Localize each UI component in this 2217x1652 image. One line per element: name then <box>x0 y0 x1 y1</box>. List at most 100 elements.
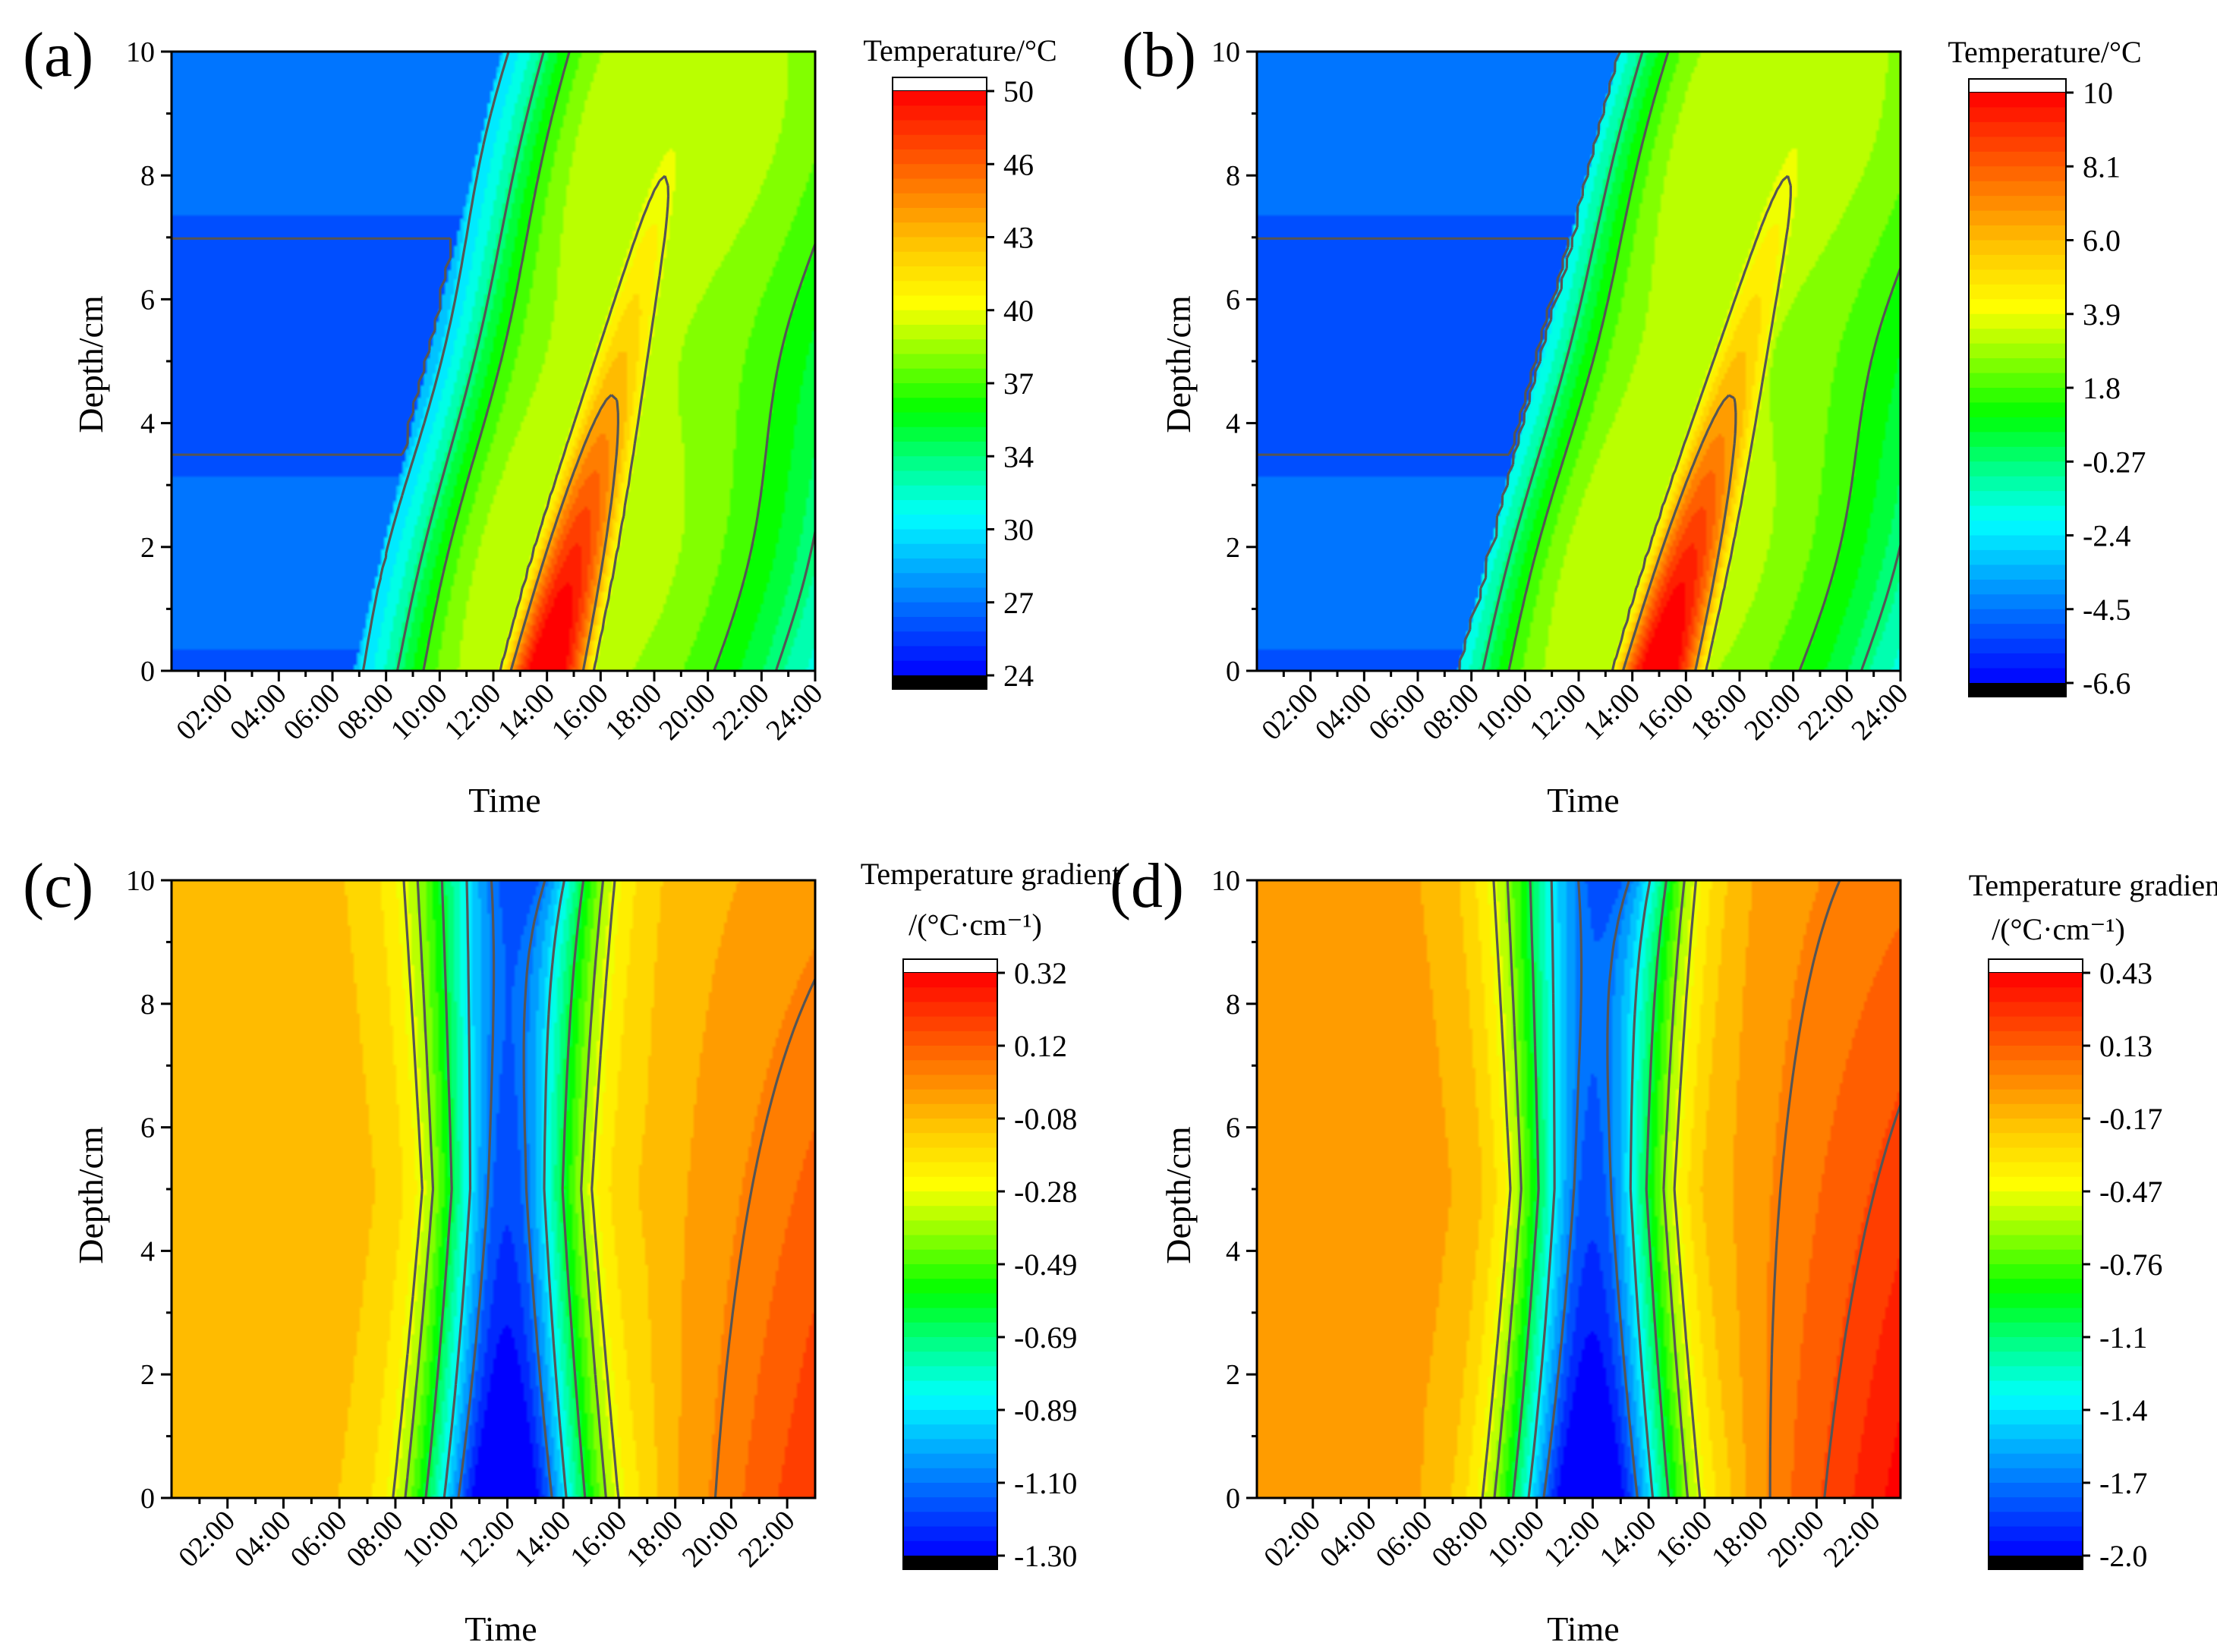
panel-d-ylabel: Depth/cm <box>1159 1126 1198 1264</box>
colorbar-step <box>893 325 987 341</box>
colorbar-step <box>1969 609 2066 625</box>
colorbar-step <box>1969 121 2066 138</box>
x-tick-label: 14:00 <box>1594 1505 1663 1574</box>
x-tick-label: 12:00 <box>452 1505 521 1574</box>
colorbar-step <box>1989 1307 2083 1323</box>
y-tick-label: 4 <box>1226 408 1240 440</box>
colorbar-step <box>893 602 987 618</box>
colorbar-overflow-cap <box>1968 78 2067 93</box>
colorbar-underflow-cap <box>1989 1556 2083 1569</box>
colorbar-step <box>1989 1060 2083 1076</box>
x-tick-label: 20:00 <box>1738 678 1807 747</box>
colorbar-step <box>1969 432 2066 448</box>
colorbar-tick-label: -0.28 <box>1014 1175 1077 1209</box>
panel-d-colorbar-title-line1: Temperature gradient <box>1969 868 2217 902</box>
x-tick-label: 16:00 <box>1631 678 1700 747</box>
colorbar-tick-label: 10 <box>2083 76 2113 110</box>
contour-line <box>1823 1104 1902 1499</box>
x-tick-label: 06:00 <box>1362 678 1431 747</box>
x-tick-label: 22:00 <box>1818 1505 1887 1574</box>
colorbar-step <box>1969 579 2066 596</box>
contour-line <box>395 51 817 672</box>
colorbar-step <box>903 1293 997 1309</box>
colorbar-step <box>1969 151 2066 168</box>
colorbar-step <box>903 1176 997 1192</box>
x-tick-label: 14:00 <box>492 678 561 747</box>
colorbar-step <box>893 485 987 501</box>
colorbar-step <box>893 105 987 121</box>
colorbar-step <box>903 1249 997 1265</box>
contour-line <box>1481 51 1902 672</box>
x-tick-label: 14:00 <box>1577 678 1646 747</box>
colorbar-tick-label: 8.1 <box>2083 149 2121 184</box>
colorbar-step <box>893 456 987 472</box>
x-tick-label: 10:00 <box>385 678 454 747</box>
colorbar-step <box>903 1016 997 1032</box>
x-tick-label: 04:00 <box>224 678 293 747</box>
colorbar-step <box>903 1410 997 1425</box>
x-tick-label: 20:00 <box>1762 1505 1831 1574</box>
colorbar-tick-label: -0.76 <box>2099 1248 2162 1282</box>
heatmap-field <box>1257 880 1901 1498</box>
x-tick-label: 04:00 <box>1314 1505 1383 1574</box>
colorbar-step <box>1969 166 2066 182</box>
contour-line <box>1768 879 1841 1498</box>
panel-a-xlabel: Time <box>468 781 540 820</box>
colorbar-step <box>1989 1089 2083 1105</box>
contour-line <box>404 879 607 1499</box>
y-tick-label: 4 <box>140 1235 155 1267</box>
colorbar-step <box>903 1119 997 1134</box>
colorbar-step <box>893 383 987 399</box>
colorbar-step <box>1969 535 2066 551</box>
colorbar-step <box>903 1046 997 1061</box>
colorbar-step <box>1969 521 2066 537</box>
colorbar-tick-label: -0.49 <box>1014 1248 1077 1282</box>
colorbar-overflow-cap <box>902 958 998 974</box>
colorbar-step <box>1989 1147 2083 1163</box>
colorbar-tick-label: -0.08 <box>1014 1102 1077 1136</box>
colorbar-step <box>893 222 987 238</box>
y-tick-label: 0 <box>140 1483 155 1515</box>
x-tick-label: 16:00 <box>1649 1505 1718 1574</box>
colorbar-step <box>893 208 987 224</box>
colorbar-step <box>903 1526 997 1542</box>
colorbar-step <box>1969 107 2066 123</box>
colorbar-tick-label: 27 <box>1003 586 1034 620</box>
x-tick-label: 12:00 <box>1538 1505 1607 1574</box>
colorbar-underflow-cap <box>1969 683 2066 697</box>
colorbar-tick-label: -2.4 <box>2083 519 2130 553</box>
colorbar-tick-label: 6.0 <box>2083 224 2121 258</box>
x-tick-label: 08:00 <box>1425 1505 1494 1574</box>
colorbar-step <box>1989 1322 2083 1338</box>
x-tick-label: 06:00 <box>1370 1505 1439 1574</box>
x-tick-label: 20:00 <box>676 1505 745 1574</box>
colorbar-step <box>903 1220 997 1236</box>
x-tick-label: 12:00 <box>438 678 507 747</box>
colorbar-step <box>1989 1162 2083 1178</box>
colorbar-step <box>1969 624 2066 640</box>
colorbar-step <box>1969 329 2066 345</box>
colorbar-step <box>903 1424 997 1440</box>
colorbar-step <box>1969 668 2066 684</box>
colorbar-step <box>1989 1279 2083 1295</box>
y-tick-label: 6 <box>1226 1112 1240 1144</box>
colorbar-step <box>1969 240 2066 256</box>
colorbar-step <box>1989 1512 2083 1528</box>
x-tick-label: 16:00 <box>546 678 615 747</box>
colorbar-step <box>1969 254 2066 271</box>
x-tick-label: 08:00 <box>340 1505 409 1574</box>
y-tick-label: 6 <box>140 1112 155 1144</box>
panel-b-ylabel: Depth/cm <box>1159 295 1198 433</box>
colorbar-tick-label: 34 <box>1003 439 1034 474</box>
colorbar-step <box>893 134 987 150</box>
contour-line <box>1621 394 1737 672</box>
colorbar-step <box>893 237 987 253</box>
colorbar-step <box>893 559 987 574</box>
colorbar-tick-label: -1.7 <box>2099 1466 2147 1500</box>
x-tick-label: 18:00 <box>1684 678 1753 747</box>
colorbar-step <box>903 1191 997 1207</box>
panel-b-colorbar-title: Temperature/°C <box>1948 35 2141 69</box>
colorbar-step <box>1989 1249 2083 1265</box>
colorbar-step <box>1989 1031 2083 1046</box>
